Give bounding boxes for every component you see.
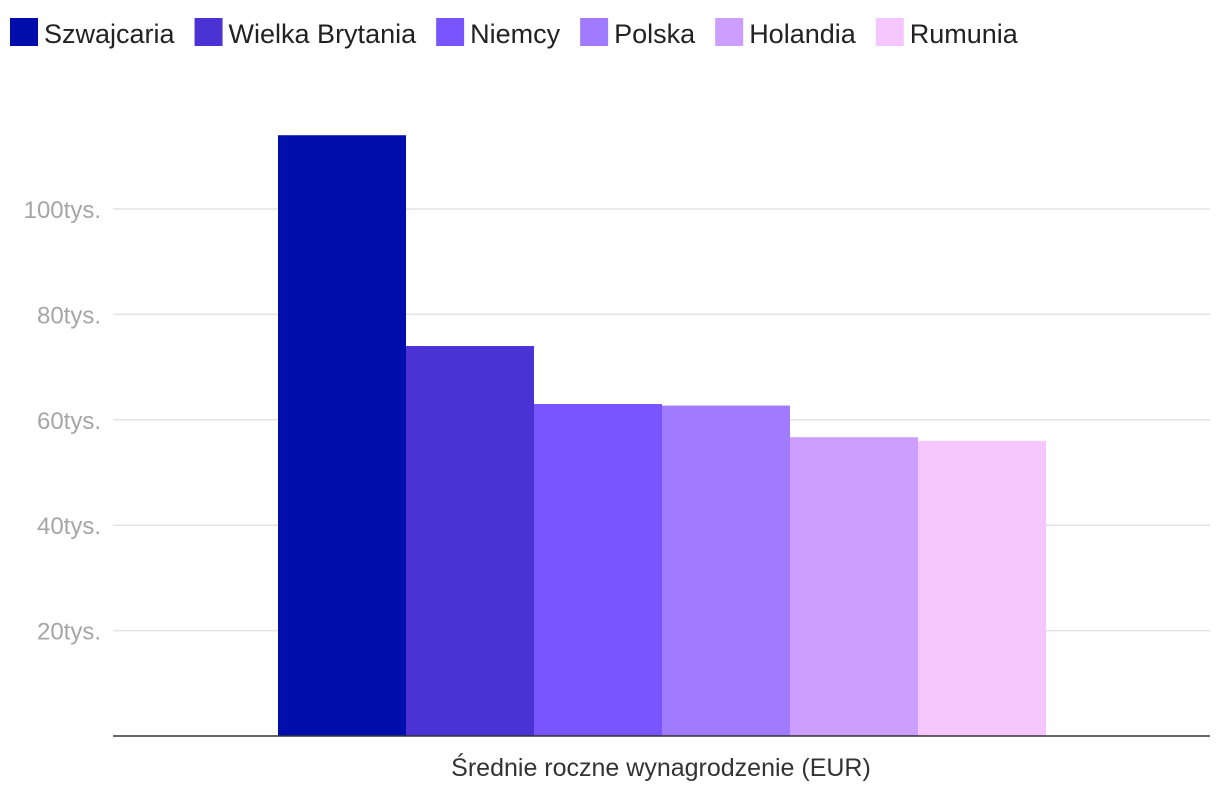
legend-swatch (436, 18, 465, 46)
y-tick-label: 20tys. (37, 619, 101, 646)
y-tick-label: 100tys. (24, 197, 101, 224)
legend-item[interactable]: Rumunia (875, 18, 1019, 49)
legend-swatch (875, 18, 904, 46)
legend-item[interactable]: Szwajcaria (10, 18, 176, 49)
legend-label: Rumunia (910, 19, 1019, 49)
x-axis-label: Średnie roczne wynagrodzenie (EUR) (451, 752, 871, 782)
legend-label: Niemcy (470, 19, 561, 49)
bar[interactable] (918, 440, 1046, 736)
legend-swatch (10, 18, 38, 46)
bar[interactable] (662, 405, 790, 736)
bar[interactable] (790, 437, 918, 736)
legend-label: Holandia (749, 19, 857, 49)
legend-label: Polska (614, 19, 696, 49)
y-axis-ticks: 20tys. 40tys. 60tys. 80tys. 100tys. (24, 197, 101, 646)
legend-swatch (194, 18, 223, 46)
legend-label: Szwajcaria (44, 19, 176, 49)
bar[interactable] (406, 346, 534, 736)
legend-label: Wielka Brytania (229, 19, 418, 49)
y-tick-label: 80tys. (37, 302, 101, 329)
legend-item[interactable]: Wielka Brytania (194, 18, 418, 49)
bar[interactable] (278, 135, 406, 737)
legend-item[interactable]: Polska (580, 18, 696, 49)
legend-swatch (580, 18, 609, 46)
bars (278, 135, 1046, 737)
bar[interactable] (534, 403, 662, 736)
y-tick-label: 60tys. (37, 408, 101, 435)
legend-item[interactable]: Holandia (715, 18, 857, 49)
y-tick-label: 40tys. (37, 513, 101, 540)
legend-item[interactable]: Niemcy (436, 18, 561, 49)
legend-swatch (715, 18, 744, 46)
legend: Szwajcaria Wielka Brytania Niemcy Polska Hol… (10, 18, 1019, 49)
